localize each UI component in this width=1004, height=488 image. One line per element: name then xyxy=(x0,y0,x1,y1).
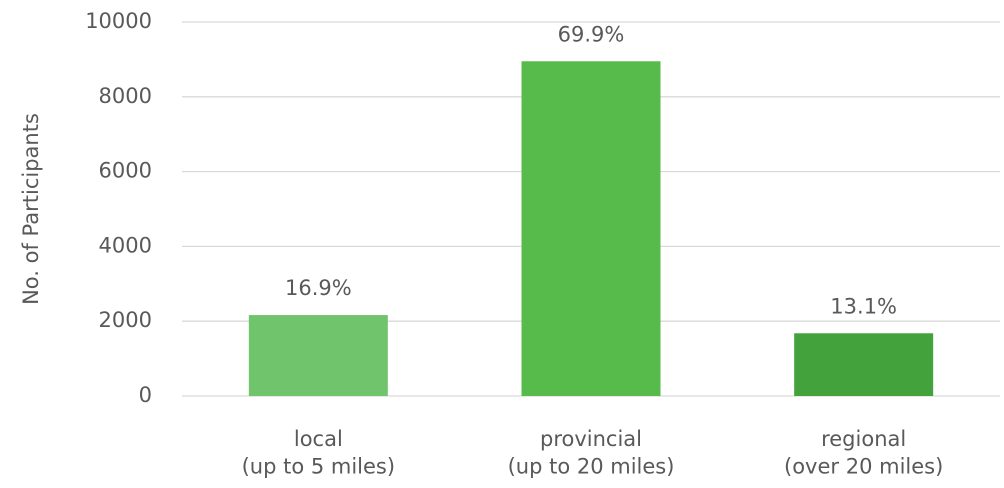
value-label: 16.9% xyxy=(285,276,352,300)
value-label: 13.1% xyxy=(830,294,897,318)
value-label: 69.9% xyxy=(558,22,625,46)
x-tick-label: regional (over 20 miles) xyxy=(784,427,943,478)
y-tick-label: 4000 xyxy=(99,233,152,257)
y-tick-label: 2000 xyxy=(99,308,152,332)
y-tick-label: 10000 xyxy=(85,9,152,33)
y-tick-label: 0 xyxy=(139,383,152,407)
x-tick-label: local (up to 5 miles) xyxy=(242,427,395,478)
bar xyxy=(794,333,934,396)
bar xyxy=(521,61,661,397)
y-axis-label: No. of Participants xyxy=(19,113,43,305)
x-tick-label: provincial (up to 20 miles) xyxy=(508,427,675,478)
y-tick-label: 6000 xyxy=(99,159,152,183)
y-tick-label: 8000 xyxy=(99,84,152,108)
bar xyxy=(248,315,388,396)
